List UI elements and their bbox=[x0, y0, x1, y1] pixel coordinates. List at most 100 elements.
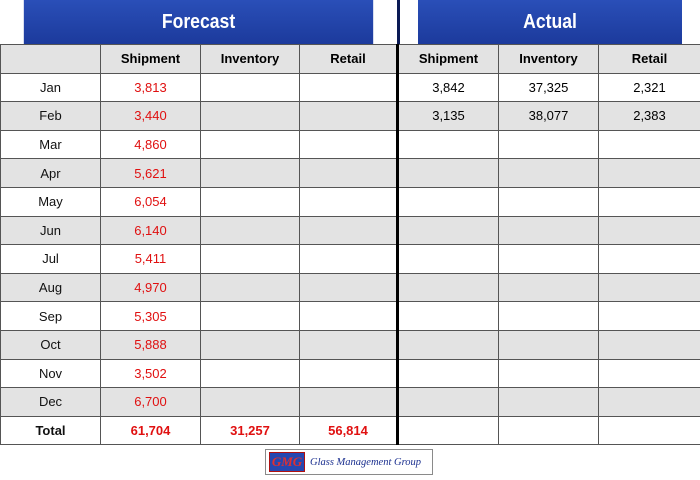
actual-shipment-cell bbox=[396, 244, 499, 274]
forecast-header: Forecast bbox=[23, 0, 374, 44]
month-cell: Aug bbox=[0, 272, 101, 303]
gmg-logo: GMG Glass Management Group bbox=[265, 449, 433, 475]
forecast-shipment-cell: 5,411 bbox=[100, 244, 201, 274]
forecast-inventory-cell bbox=[200, 158, 300, 188]
data-grid: Shipment Inventory Retail Shipment Inven… bbox=[0, 44, 700, 446]
forecast-shipment-cell: 5,888 bbox=[100, 329, 201, 360]
actual-inventory-cell bbox=[498, 272, 599, 303]
forecast-retail-cell bbox=[299, 358, 398, 389]
actual-inventory-cell bbox=[498, 387, 599, 417]
actual-retail-cell bbox=[598, 244, 700, 274]
actual-shipment-cell: 3,842 bbox=[396, 72, 499, 103]
forecast-inventory-cell bbox=[200, 301, 300, 331]
forecast-inventory-cell bbox=[200, 186, 300, 217]
actual-inventory-cell bbox=[498, 129, 599, 160]
forecast-shipment-cell: 4,970 bbox=[100, 272, 201, 303]
total-actual-shipment bbox=[396, 415, 499, 446]
table-row: Jan 3,813 3,842 37,325 2,321 bbox=[0, 72, 700, 103]
actual-shipment-cell bbox=[396, 329, 499, 360]
column-header-row: Shipment Inventory Retail Shipment Inven… bbox=[0, 44, 700, 74]
actual-inventory-cell bbox=[498, 329, 599, 360]
forecast-inventory-cell bbox=[200, 72, 300, 103]
actual-retail-header: Retail bbox=[598, 44, 700, 74]
actual-retail-cell bbox=[598, 272, 700, 303]
actual-inventory-cell bbox=[498, 186, 599, 217]
actual-retail-cell: 2,321 bbox=[598, 72, 700, 103]
table-row: Jul 5,411 bbox=[0, 244, 700, 274]
total-row: Total 61,704 31,257 56,814 bbox=[0, 415, 700, 446]
forecast-inventory-cell bbox=[200, 358, 300, 389]
table-row: Apr 5,621 bbox=[0, 158, 700, 188]
actual-retail-cell: 2,383 bbox=[598, 101, 700, 131]
month-cell: Feb bbox=[0, 101, 101, 131]
month-cell: Apr bbox=[0, 158, 101, 188]
actual-retail-cell bbox=[598, 387, 700, 417]
forecast-retail-cell bbox=[299, 186, 398, 217]
gmg-logo-text: Glass Management Group bbox=[310, 456, 422, 468]
actual-shipment-header: Shipment bbox=[396, 44, 499, 74]
actual-retail-cell bbox=[598, 158, 700, 188]
month-cell: Dec bbox=[0, 387, 101, 417]
actual-inventory-cell bbox=[498, 244, 599, 274]
forecast-retail-cell bbox=[299, 329, 398, 360]
actual-inventory-cell: 38,077 bbox=[498, 101, 599, 131]
forecast-shipment-cell: 4,860 bbox=[100, 129, 201, 160]
table-row: Oct 5,888 bbox=[0, 329, 700, 360]
actual-retail-cell bbox=[598, 301, 700, 331]
forecast-shipment-cell: 3,502 bbox=[100, 358, 201, 389]
forecast-inventory-header: Inventory bbox=[200, 44, 300, 74]
actual-inventory-cell bbox=[498, 215, 599, 246]
forecast-inventory-cell bbox=[200, 129, 300, 160]
forecast-retail-cell bbox=[299, 215, 398, 246]
forecast-retail-cell bbox=[299, 158, 398, 188]
month-cell: Jul bbox=[0, 244, 101, 274]
forecast-retail-cell bbox=[299, 129, 398, 160]
total-forecast-shipment: 61,704 bbox=[100, 415, 201, 446]
table-row: Aug 4,970 bbox=[0, 272, 700, 303]
actual-shipment-cell bbox=[396, 129, 499, 160]
forecast-retail-cell bbox=[299, 272, 398, 303]
month-cell: Jun bbox=[0, 215, 101, 246]
actual-inventory-cell bbox=[498, 158, 599, 188]
forecast-inventory-cell bbox=[200, 244, 300, 274]
table-row: May 6,054 bbox=[0, 186, 700, 217]
actual-shipment-cell bbox=[396, 186, 499, 217]
forecast-retail-cell bbox=[299, 387, 398, 417]
actual-retail-cell bbox=[598, 215, 700, 246]
table-body: Jan 3,813 3,842 37,325 2,321 Feb 3,440 3,135 38,… bbox=[0, 72, 700, 446]
table-row: Mar 4,860 bbox=[0, 129, 700, 160]
month-cell: Sep bbox=[0, 301, 101, 331]
forecast-inventory-cell bbox=[200, 272, 300, 303]
actual-retail-cell bbox=[598, 186, 700, 217]
forecast-inventory-cell bbox=[200, 329, 300, 360]
forecast-inventory-cell bbox=[200, 101, 300, 131]
forecast-shipment-cell: 6,054 bbox=[100, 186, 201, 217]
actual-shipment-cell bbox=[396, 387, 499, 417]
actual-retail-cell bbox=[598, 329, 700, 360]
actual-shipment-cell bbox=[396, 158, 499, 188]
total-label: Total bbox=[0, 415, 101, 446]
forecast-shipment-cell: 3,813 bbox=[100, 72, 201, 103]
table-row: Dec 6,700 bbox=[0, 387, 700, 417]
table-row: Feb 3,440 3,135 38,077 2,383 bbox=[0, 101, 700, 131]
month-cell: May bbox=[0, 186, 101, 217]
forecast-inventory-cell bbox=[200, 387, 300, 417]
actual-inventory-cell bbox=[498, 301, 599, 331]
total-actual-inventory bbox=[498, 415, 599, 446]
month-cell: Mar bbox=[0, 129, 101, 160]
actual-shipment-cell bbox=[396, 272, 499, 303]
forecast-retail-cell bbox=[299, 301, 398, 331]
actual-header: Actual bbox=[418, 0, 682, 44]
forecast-shipment-cell: 5,621 bbox=[100, 158, 201, 188]
forecast-shipment-header: Shipment bbox=[100, 44, 201, 74]
month-column-header bbox=[0, 44, 101, 74]
actual-inventory-header: Inventory bbox=[498, 44, 599, 74]
actual-shipment-cell bbox=[396, 358, 499, 389]
forecast-retail-cell bbox=[299, 72, 398, 103]
forecast-retail-cell bbox=[299, 244, 398, 274]
header-divider bbox=[397, 0, 400, 44]
actual-inventory-cell bbox=[498, 358, 599, 389]
month-cell: Oct bbox=[0, 329, 101, 360]
forecast-retail-cell bbox=[299, 101, 398, 131]
